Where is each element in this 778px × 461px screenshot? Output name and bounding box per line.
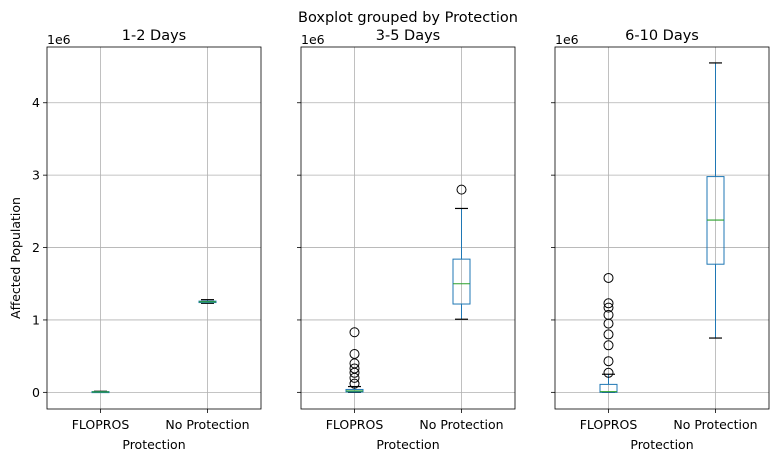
y-axis-label: Affected Population (8, 197, 23, 319)
outlier-point (603, 302, 614, 313)
outlier-point (349, 327, 360, 338)
y-tick-label: 1 (32, 312, 40, 327)
subplot-title: 1-2 Days (122, 28, 186, 44)
x-tick-label: FLOPROS (326, 417, 384, 432)
outlier-point (603, 309, 614, 320)
subplot-title: 3-5 Days (376, 28, 440, 44)
x-axis-label: Protection (630, 437, 693, 452)
outlier-point (603, 298, 614, 309)
iqr-box (599, 383, 618, 393)
y-offset-label: 1e6 (301, 32, 325, 47)
x-axis-label: Protection (376, 437, 439, 452)
outlier-point (603, 367, 614, 378)
subplot-2: 1e6 3-5 Days FLOPROS No Protection Protectio… (297, 28, 516, 452)
outlier-point (349, 348, 360, 359)
x-tick-label: No Protection (165, 417, 249, 432)
box-no-protection (198, 299, 217, 304)
box-flopros (345, 327, 364, 393)
outlier-point (603, 329, 614, 340)
y-tick-label: 3 (32, 168, 40, 183)
outlier-point (349, 378, 360, 389)
x-tick-label: No Protection (419, 417, 503, 432)
x-tick-label: FLOPROS (72, 417, 130, 432)
outlier-point (603, 340, 614, 351)
x-axis-label: Protection (122, 437, 185, 452)
box-no-protection (452, 184, 471, 320)
x-tick-label: FLOPROS (580, 417, 638, 432)
axes-frame (554, 46, 770, 410)
iqr-box (452, 258, 471, 305)
y-tick-label: 4 (32, 95, 40, 110)
outlier-point (456, 184, 467, 195)
y-offset-label: 1e6 (555, 32, 579, 47)
box-flopros (91, 390, 110, 394)
y-tick-label: 2 (32, 240, 40, 255)
y-offset-label: 1e6 (47, 32, 71, 47)
box-no-protection (706, 62, 725, 339)
box-flopros (599, 272, 618, 393)
axes-frame (46, 46, 262, 410)
subplot-title: 6-10 Days (625, 28, 699, 44)
axes-frame (300, 46, 516, 410)
outlier-point (349, 363, 360, 374)
subplot-3: 1e6 6-10 Days FLOPROS No Protection Protecti… (551, 28, 770, 452)
figure-suptitle: Boxplot grouped by Protection (298, 10, 518, 26)
y-tick-label: 0 (32, 385, 40, 400)
x-tick-label: No Protection (673, 417, 757, 432)
outlier-point (603, 272, 614, 283)
subplot-1: 0 1 2 3 4 1e6 1-2 Days FLOPROS No Protection Prot… (32, 28, 262, 452)
outlier-point (603, 356, 614, 367)
